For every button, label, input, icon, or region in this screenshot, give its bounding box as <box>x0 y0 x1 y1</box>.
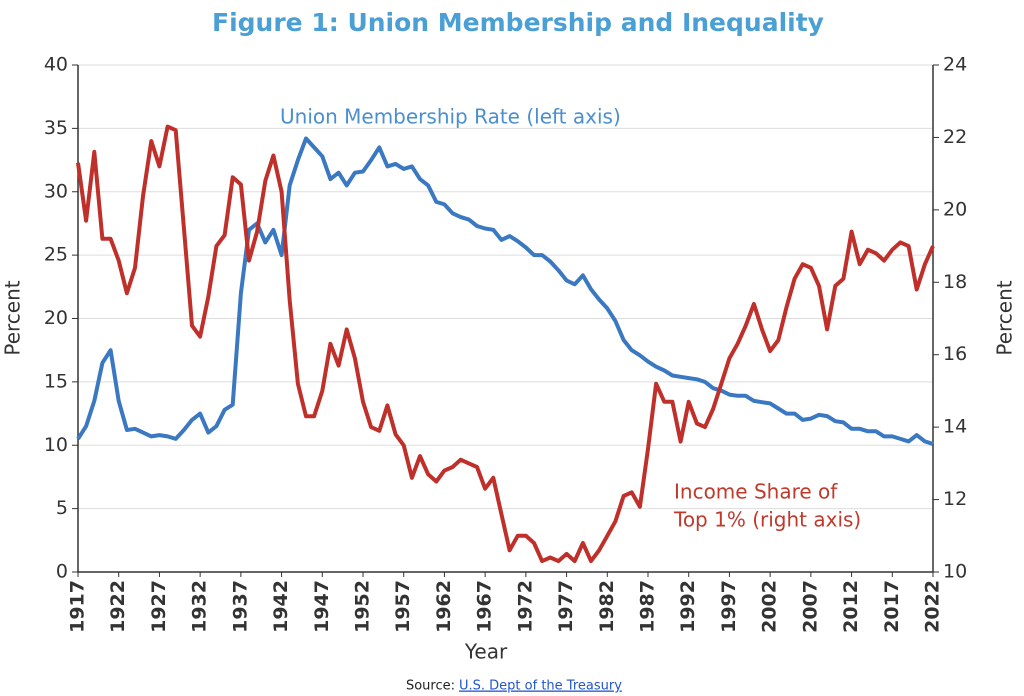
x-tick-label: 1982 <box>596 580 618 633</box>
x-tick-label: 1952 <box>352 580 374 633</box>
x-tick-label: 1947 <box>311 580 333 633</box>
series-line <box>76 136 934 446</box>
x-tick-label: 2012 <box>840 580 862 633</box>
series-line <box>76 124 935 564</box>
y2-tick-label: 22 <box>943 126 967 148</box>
annotation: Union Membership Rate (left axis) <box>280 105 621 129</box>
x-tick-label: 1962 <box>433 580 455 633</box>
annotation: Top 1% (right axis) <box>673 508 861 532</box>
x-tick-label: 1972 <box>514 580 536 633</box>
y2-tick-label: 24 <box>943 54 967 76</box>
x-tick-label: 1977 <box>555 580 577 633</box>
x-tick-label: 2022 <box>922 580 944 633</box>
y2-tick-label: 20 <box>943 198 967 220</box>
y2-axis-label: Percent <box>993 280 1017 355</box>
x-tick-label: 2017 <box>881 580 903 633</box>
source-label: Source: <box>406 679 455 694</box>
y2-tick-label: 18 <box>943 271 967 293</box>
x-tick-label: 1957 <box>392 580 414 633</box>
x-tick-label: 1937 <box>229 580 251 633</box>
chart-title: Figure 1: Union Membership and Inequalit… <box>212 8 824 37</box>
x-tick-label: 1932 <box>189 580 211 633</box>
y-tick-label: 15 <box>44 370 68 392</box>
y2-tick-label: 10 <box>943 561 967 583</box>
y-tick-label: 35 <box>44 117 68 139</box>
x-axis-label: Year <box>464 640 508 664</box>
x-tick-label: 1927 <box>148 580 170 633</box>
y-tick-label: 40 <box>44 54 68 76</box>
y2-tick-label: 12 <box>943 488 967 510</box>
x-tick-label: 1967 <box>474 580 496 633</box>
axis-frame <box>77 65 934 573</box>
y-tick-label: 10 <box>44 434 68 456</box>
y-tick-label: 0 <box>56 561 68 583</box>
y2-tick-label: 14 <box>943 416 967 438</box>
x-tick-label: 1997 <box>718 580 740 633</box>
source-link[interactable]: U.S. Dept of the Treasury <box>459 679 622 694</box>
x-tick-label: 2007 <box>799 580 821 633</box>
annotation: Income Share of <box>674 480 838 504</box>
x-tick-label: 1917 <box>67 580 89 633</box>
y-tick-label: 5 <box>56 497 68 519</box>
x-tick-label: 1922 <box>107 580 129 633</box>
y-axis-label: Percent <box>1 280 25 355</box>
y-tick-label: 20 <box>44 307 68 329</box>
x-tick-label: 1942 <box>270 580 292 633</box>
x-tick-label: 1987 <box>637 580 659 633</box>
x-tick-label: 2002 <box>759 580 781 633</box>
x-tick-label: 1992 <box>677 580 699 633</box>
y-tick-label: 30 <box>44 180 68 202</box>
y2-tick-label: 16 <box>943 343 967 365</box>
y-tick-label: 25 <box>44 244 68 266</box>
